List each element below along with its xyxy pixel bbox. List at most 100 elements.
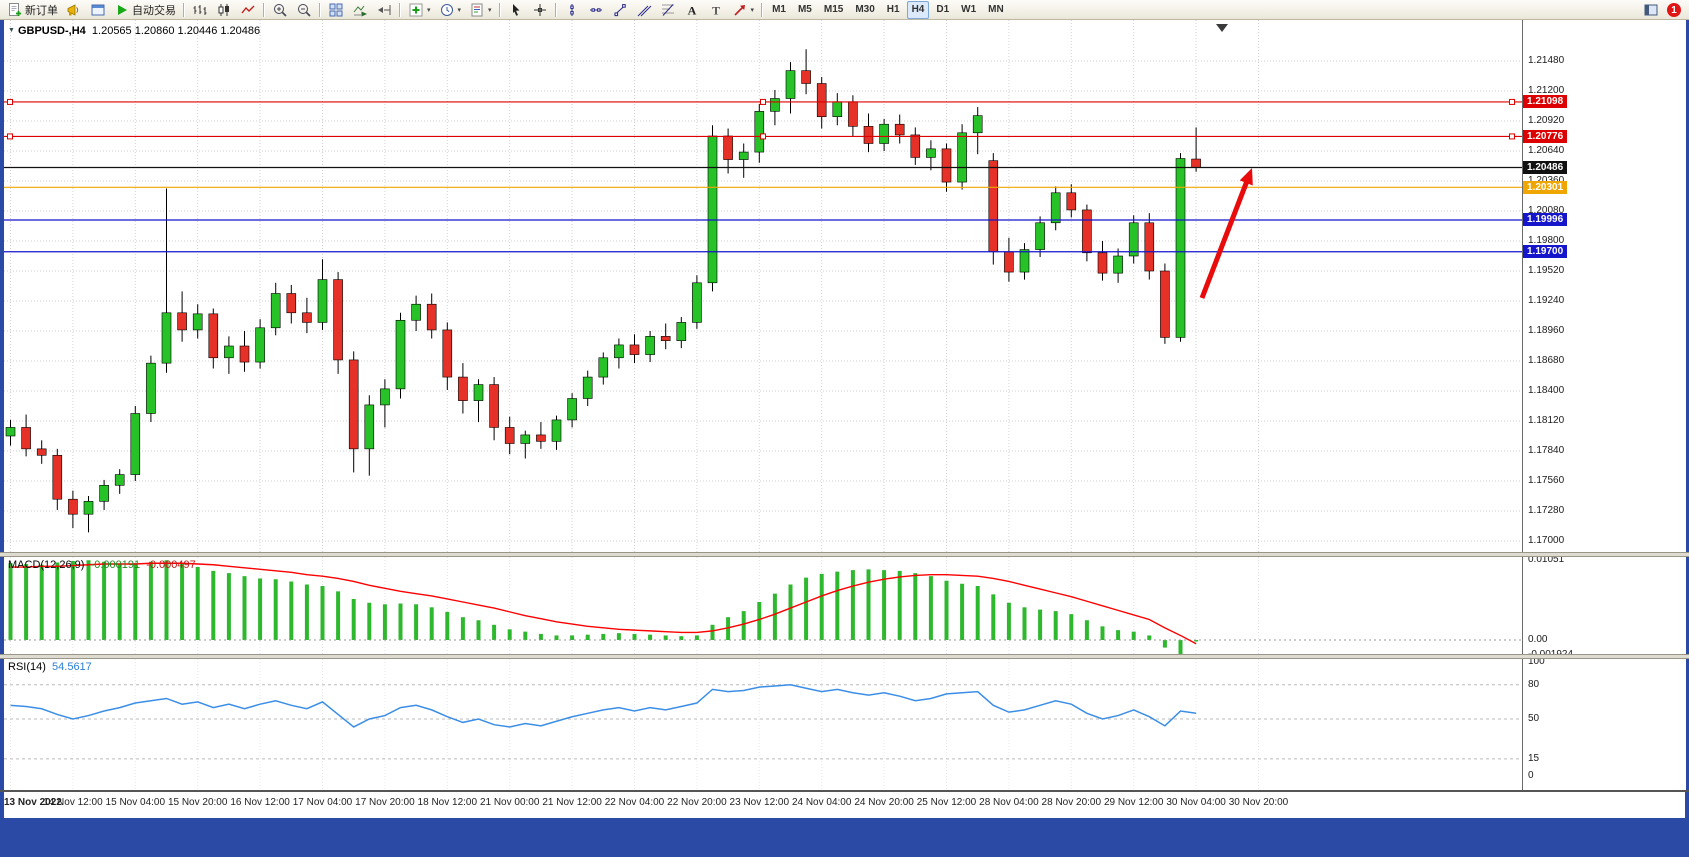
toolbar-separator	[761, 2, 764, 17]
price-tick-label: 1.20920	[1528, 114, 1565, 126]
price-chart[interactable]	[0, 20, 1522, 552]
macd-layer	[4, 557, 1522, 654]
panels-button[interactable]	[1640, 1, 1662, 19]
templates-button[interactable]: ▾	[466, 1, 495, 19]
tile-windows-button[interactable]	[325, 1, 347, 19]
candle-body	[957, 132, 967, 183]
cursor-button[interactable]	[505, 1, 527, 19]
line-handle[interactable]	[1509, 98, 1515, 105]
timeframe-h1-button[interactable]: H1	[886, 4, 900, 15]
price-tick-label: 1.20640	[1528, 144, 1565, 156]
rsi-name: RSI(14)	[8, 661, 46, 673]
candlestick-chart-button[interactable]	[213, 1, 235, 19]
macd-histogram	[8, 560, 1199, 654]
candle-body	[988, 160, 999, 253]
market-watch-button[interactable]	[63, 1, 85, 19]
candle-body	[146, 362, 156, 414]
price-tag-1.20301: 1.20301	[1523, 180, 1568, 194]
candle-body	[1004, 251, 1014, 273]
symbol-dropdown-icon[interactable]: ▼	[8, 27, 15, 34]
macd-main-value: -0.000191	[90, 559, 141, 571]
timeframe-w1-button[interactable]: W1	[961, 4, 977, 15]
candle-body	[863, 126, 874, 144]
zoom-in-button[interactable]	[269, 1, 291, 19]
indicators-button[interactable]: ▾	[405, 1, 434, 19]
timeframe-d1-button[interactable]: D1	[936, 4, 950, 15]
line-handle[interactable]	[760, 98, 766, 105]
rsi-tick-label: 100	[1528, 656, 1545, 667]
candle-body	[879, 123, 889, 144]
price-tick-label: 1.21480	[1528, 54, 1565, 66]
zoom-out-button[interactable]	[293, 1, 315, 19]
line-chart-button[interactable]	[237, 1, 259, 19]
macd-indicator-chart[interactable]	[0, 557, 1522, 654]
candle-body	[1082, 209, 1092, 254]
candle-body	[442, 329, 453, 378]
line-handle[interactable]	[760, 133, 766, 140]
notification-badge[interactable]: 1	[1667, 3, 1681, 17]
candle-body	[785, 70, 796, 99]
svg-text:A: A	[687, 3, 696, 17]
line-handle[interactable]	[7, 133, 13, 140]
macd-signal-value: -0.000497	[146, 559, 196, 571]
new-order-button[interactable]: 新订单	[4, 1, 61, 19]
timeframe-m15-button[interactable]: M15	[823, 4, 844, 15]
svg-text:T: T	[712, 3, 720, 17]
price-tick-label: 1.17280	[1528, 505, 1565, 516]
new-order-icon	[7, 2, 23, 18]
toolbar-separator	[319, 2, 321, 17]
macd-name: MACD(12,26,9)	[8, 559, 85, 571]
price-tick-label: 1.19800	[1528, 234, 1565, 246]
candle-body	[317, 279, 328, 323]
chart-shift-button[interactable]	[373, 1, 395, 19]
candle-body	[738, 151, 749, 160]
candle-body	[707, 135, 718, 284]
timeframe-m5-button[interactable]: M5	[797, 4, 812, 15]
vertical-line-button[interactable]	[561, 1, 583, 19]
time-axis-label: 24 Nov 20:00	[854, 797, 914, 808]
trendline-button[interactable]	[609, 1, 631, 19]
rsi-indicator-chart[interactable]	[0, 659, 1522, 790]
bar-chart-button[interactable]	[189, 1, 211, 19]
panel-splitter-macd[interactable]	[0, 552, 1689, 557]
chart-shift-icon	[376, 2, 392, 18]
toolbar-separator	[554, 2, 557, 17]
chart-title: ▼ GBPUSD-,H4 1.20565 1.20860 1.20446 1.20…	[8, 25, 260, 37]
timeframe-m1-button[interactable]: M1	[772, 4, 786, 15]
time-axis-label: 17 Nov 20:00	[355, 797, 415, 808]
price-axis-area[interactable]	[1522, 20, 1686, 792]
fibonacci-button[interactable]	[657, 1, 679, 19]
timeframe-m30-button[interactable]: M30	[855, 4, 875, 15]
horizontal-line-button[interactable]	[585, 1, 607, 19]
panel-splitter-rsi[interactable]	[0, 654, 1689, 659]
crosshair-button[interactable]	[529, 1, 551, 19]
macd-tick-label: 0.00	[1528, 634, 1548, 645]
autotrading-button-label: 自动交易	[132, 4, 176, 17]
label-button[interactable]: T	[705, 1, 727, 19]
candle-body	[582, 376, 593, 399]
text-button[interactable]: A	[681, 1, 703, 19]
candle-body	[395, 319, 406, 390]
timeframe-mn-button[interactable]: MN	[988, 4, 1004, 15]
candle-body	[1191, 158, 1201, 168]
candle-body	[754, 111, 765, 153]
timeframe-h4-button[interactable]: H4	[906, 0, 930, 19]
fibo-icon	[660, 2, 676, 18]
auto-scroll-button[interactable]	[349, 1, 371, 19]
time-axis-label: 28 Nov 20:00	[1041, 797, 1102, 808]
time-axis-label: 23 Nov 12:00	[729, 797, 790, 808]
line-handle[interactable]	[1509, 133, 1515, 140]
cursor-icon	[508, 2, 524, 18]
channel-icon	[636, 2, 652, 18]
candle-body	[473, 384, 484, 401]
data-window-button[interactable]	[87, 1, 109, 19]
periods-button[interactable]: ▾	[436, 1, 465, 19]
channel-button[interactable]	[633, 1, 655, 19]
autotrading-button[interactable]: 自动交易	[111, 1, 179, 19]
bar-chart-icon	[192, 2, 208, 18]
line-handle[interactable]	[7, 98, 13, 105]
arrows-button[interactable]: ▾	[729, 1, 758, 19]
chart-shift-marker[interactable]	[1216, 24, 1228, 32]
arrow-annotation[interactable]	[1199, 168, 1253, 299]
